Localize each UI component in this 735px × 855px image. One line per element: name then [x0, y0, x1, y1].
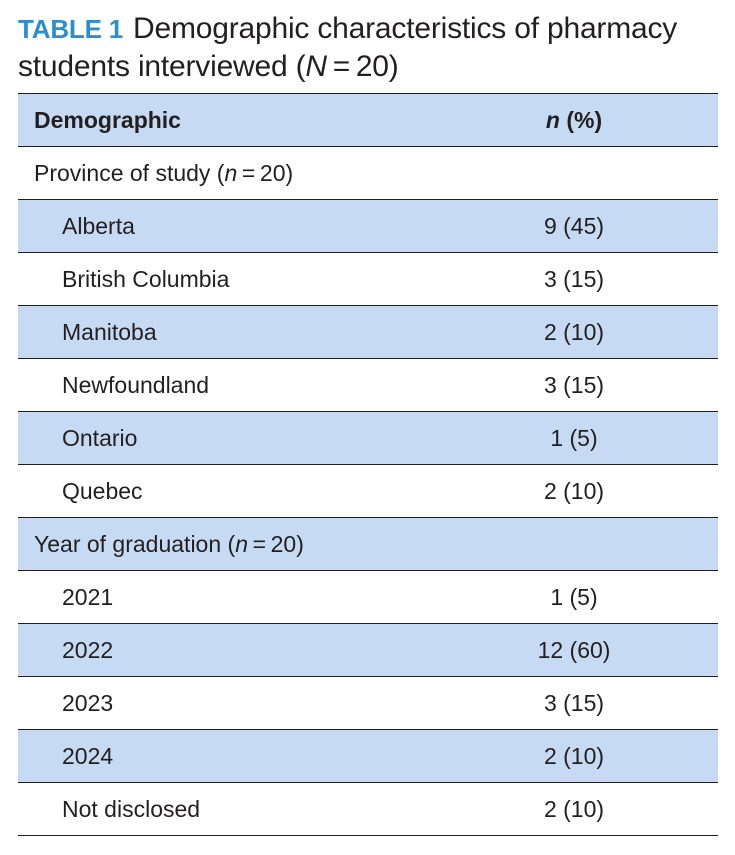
group-province-rest: = 20) [237, 159, 294, 186]
group-label-province: Province of study (n = 20) [18, 160, 488, 187]
table-row: Alberta 9 (45) [18, 199, 718, 252]
header-n-percent: n (%) [494, 107, 654, 134]
header-percent: (%) [559, 106, 603, 133]
table-row: 2023 3 (15) [18, 676, 718, 729]
group-year-text: Year of graduation ( [34, 530, 236, 557]
table-row: 2024 2 (10) [18, 729, 718, 782]
row-value: 2 (10) [543, 795, 605, 822]
table-row: British Columbia 3 (15) [18, 252, 718, 305]
caption-title-part2: = 20) [326, 50, 399, 83]
table-row: Not disclosed 2 (10) [18, 782, 718, 836]
row-value: 3 (15) [543, 265, 605, 292]
row-value: 2 (10) [543, 318, 605, 345]
row-label: 2023 [62, 689, 114, 716]
table-row: 2021 1 (5) [18, 570, 718, 623]
table-row: Quebec 2 (10) [18, 464, 718, 517]
header-demographic: Demographic [34, 106, 181, 133]
row-value: 9 (45) [543, 212, 605, 239]
header-n: n [545, 106, 560, 133]
group-province-text: Province of study ( [34, 159, 225, 186]
group-year-rest: = 20) [247, 530, 304, 557]
group-row-province: Province of study (n = 20) [18, 146, 718, 199]
row-value: 12 (60) [537, 636, 611, 663]
row-value: 2 (10) [543, 477, 605, 504]
group-province-n: n [224, 159, 238, 186]
group-year-n: n [235, 530, 248, 557]
table-row: Ontario 1 (5) [18, 411, 718, 464]
table-number: TABLE 1 [18, 14, 124, 44]
row-value: 2 (10) [543, 742, 605, 769]
table-header-row: Demographic n (%) [18, 93, 718, 146]
table-row: Manitoba 2 (10) [18, 305, 718, 358]
row-value: 3 (15) [543, 689, 605, 716]
row-label: Ontario [62, 424, 138, 451]
table-caption: TABLE 1 Demographic characteristics of ph… [18, 10, 718, 86]
caption-title-part1: Demographic characteristics of pharmacy … [18, 12, 678, 83]
group-label-year: Year of graduation (n = 20) [18, 531, 488, 558]
row-label: British Columbia [62, 265, 230, 292]
row-label: Quebec [62, 477, 143, 504]
row-label: Alberta [62, 212, 135, 239]
row-label: 2021 [62, 583, 114, 610]
row-label: Newfoundland [62, 371, 210, 398]
demographics-table: Demographic n (%) Province of study (n =… [18, 93, 718, 836]
group-row-year: Year of graduation (n = 20) [18, 517, 718, 570]
table-row: 2022 12 (60) [18, 623, 718, 676]
row-label: Manitoba [62, 318, 157, 345]
row-value: 3 (15) [543, 371, 605, 398]
row-label: 2024 [62, 742, 114, 769]
caption-title-N: N [305, 50, 327, 83]
row-label: 2022 [62, 636, 114, 663]
row-label: Not disclosed [62, 795, 201, 822]
table-row: Newfoundland 3 (15) [18, 358, 718, 411]
row-value: 1 (5) [550, 583, 598, 610]
row-value: 1 (5) [550, 424, 598, 451]
